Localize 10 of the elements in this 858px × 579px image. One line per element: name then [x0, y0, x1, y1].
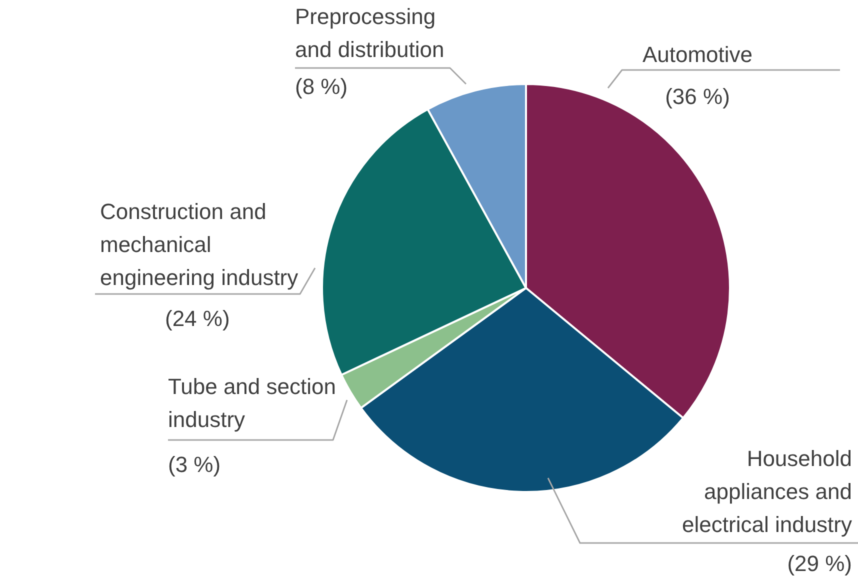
slice-label: Automotive	[641, 41, 754, 69]
slice-label: Construction and mechanical engineering industry	[100, 198, 300, 292]
slice-label: Tube and section industry	[168, 373, 336, 434]
slice-label: Preprocessing and distribution	[295, 3, 446, 64]
data-label: (36 %)	[664, 83, 731, 111]
data-label: (29 %)	[786, 550, 852, 578]
data-label: (24 %)	[165, 305, 231, 333]
data-label: (3 %)	[168, 451, 222, 479]
data-label: (8 %)	[295, 73, 349, 101]
slice-label: Household appliances and electrical industry	[681, 445, 852, 539]
